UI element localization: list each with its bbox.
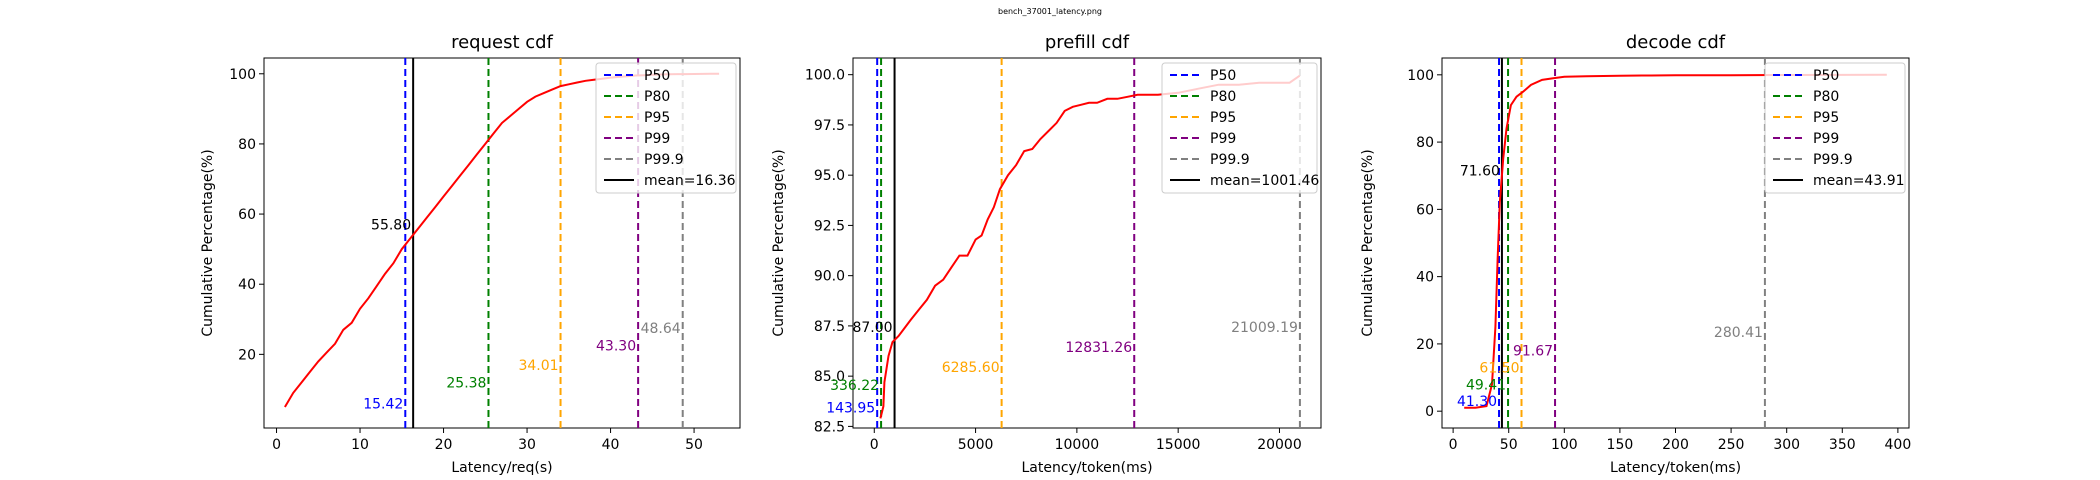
percentile-label-P80: 336.22 xyxy=(830,378,879,394)
legend-label: P99 xyxy=(1813,131,1839,147)
percentile-label-P99: 91.67 xyxy=(1513,344,1553,360)
chart-panel-2: decode cdf Latency/token(ms) Cumulative Pe… xyxy=(1360,32,1911,476)
x-tick-label: 0 xyxy=(870,437,879,453)
chart-title: request cdf xyxy=(451,32,553,53)
x-tick-label: 350 xyxy=(1829,437,1856,453)
percentile-label-P95: 34.01 xyxy=(518,358,558,374)
mean-value-label: 71.60 xyxy=(1460,164,1500,180)
x-tick-label: 250 xyxy=(1718,437,1745,453)
y-tick-label: 60 xyxy=(238,207,256,223)
percentile-label-P95: 61.50 xyxy=(1479,360,1519,376)
y-tick-label: 60 xyxy=(1416,202,1434,218)
percentile-label-P50: 143.95 xyxy=(826,400,875,416)
y-tick-label: 100 xyxy=(1407,68,1434,84)
percentile-label-P80: 25.38 xyxy=(446,375,486,391)
x-tick-label: 0 xyxy=(1449,437,1458,453)
x-tick-label: 10 xyxy=(351,437,369,453)
y-tick-label: 20 xyxy=(1416,337,1434,353)
legend-label: P99 xyxy=(644,131,670,147)
legend-label: P99.9 xyxy=(644,152,684,168)
legend-label: mean=43.91 xyxy=(1813,173,1905,189)
chart-panel-1: prefill cdf Latency/token(ms) Cumulative P… xyxy=(771,32,1322,476)
percentile-label-P50: 41.30 xyxy=(1457,394,1497,410)
y-tick-label: 100.0 xyxy=(805,68,845,84)
y-tick-label: 97.5 xyxy=(814,118,845,134)
mean-value-label: 87.00 xyxy=(852,320,892,336)
legend-label: P50 xyxy=(1210,68,1236,84)
cdf-line xyxy=(1464,73,1887,409)
y-tick-label: 87.5 xyxy=(814,319,845,335)
legend-label: P95 xyxy=(1813,110,1839,126)
x-tick-label: 0 xyxy=(272,437,281,453)
percentile-label-P80: 49.41 xyxy=(1466,377,1506,393)
y-axis-label: Cumulative Percentage(%) xyxy=(200,149,216,336)
percentile-label-P99-9: 280.41 xyxy=(1714,325,1763,341)
y-axis-label: Cumulative Percentage(%) xyxy=(771,149,787,336)
y-tick-label: 82.5 xyxy=(814,419,845,435)
x-tick-label: 400 xyxy=(1885,437,1912,453)
plot-marks xyxy=(1464,58,1887,428)
y-tick-label: 85.0 xyxy=(814,369,845,385)
legend-label: P50 xyxy=(644,68,670,84)
legend-label: P95 xyxy=(1210,110,1236,126)
legend-label: P80 xyxy=(1813,89,1839,105)
chart-title: decode cdf xyxy=(1626,32,1726,53)
x-tick-label: 300 xyxy=(1773,437,1800,453)
legend-label: P99.9 xyxy=(1813,152,1853,168)
legend-label: P80 xyxy=(1210,89,1236,105)
y-tick-label: 92.5 xyxy=(814,218,845,234)
percentile-label-P99: 12831.26 xyxy=(1065,340,1132,356)
x-tick-label: 5000 xyxy=(958,437,994,453)
legend-label: mean=16.36 xyxy=(644,173,736,189)
x-tick-label: 10000 xyxy=(1055,437,1100,453)
legend: P50 P80 P95 P99 P99.9 mean=1001.46 xyxy=(1161,62,1319,194)
y-tick-label: 100 xyxy=(229,67,256,83)
percentile-label-P99-9: 21009.19 xyxy=(1231,320,1298,336)
legend-label: P50 xyxy=(1813,68,1839,84)
mean-value-label: 55.80 xyxy=(371,218,411,234)
x-axis-label: Latency/req(s) xyxy=(451,460,552,476)
x-tick-label: 30 xyxy=(518,437,536,453)
y-tick-label: 90.0 xyxy=(814,269,845,285)
x-tick-label: 20000 xyxy=(1257,437,1302,453)
x-tick-label: 40 xyxy=(602,437,620,453)
y-tick-label: 0 xyxy=(1425,404,1434,420)
y-tick-label: 80 xyxy=(238,137,256,153)
legend-label: P95 xyxy=(644,110,670,126)
x-tick-label: 15000 xyxy=(1156,437,1201,453)
legend: P50 P80 P95 P99 P99.9 mean=16.36 xyxy=(595,62,737,194)
percentile-label-P99-9: 48.64 xyxy=(641,321,681,337)
legend-box xyxy=(1161,62,1318,194)
legend-label: P99 xyxy=(1210,131,1236,147)
x-tick-label: 20 xyxy=(435,437,453,453)
x-tick-label: 150 xyxy=(1607,437,1634,453)
y-tick-label: 40 xyxy=(238,277,256,293)
x-axis-label: Latency/token(ms) xyxy=(1610,460,1741,476)
percentile-label-P95: 6285.60 xyxy=(942,360,1000,376)
y-tick-label: 95.0 xyxy=(814,168,845,184)
x-tick-label: 50 xyxy=(1500,437,1518,453)
legend-label: P99.9 xyxy=(1210,152,1250,168)
chart-panel-0: request cdf Latency/req(s) Cumulative Perc… xyxy=(200,32,741,476)
y-tick-label: 80 xyxy=(1416,135,1434,151)
legend: P50 P80 P95 P99 P99.9 mean=43.91 xyxy=(1764,62,1906,194)
x-axis-label: Latency/token(ms) xyxy=(1021,460,1152,476)
x-tick-label: 200 xyxy=(1662,437,1689,453)
x-tick-label: 100 xyxy=(1551,437,1578,453)
x-tick-label: 50 xyxy=(685,437,703,453)
figure-suptitle: bench_37001_latency.png xyxy=(998,7,1102,16)
y-tick-label: 20 xyxy=(238,347,256,363)
chart-title: prefill cdf xyxy=(1045,32,1130,53)
percentile-label-P99: 43.30 xyxy=(596,339,636,355)
legend-label: mean=1001.46 xyxy=(1210,173,1319,189)
y-axis-label: Cumulative Percentage(%) xyxy=(1360,149,1376,336)
y-tick-label: 40 xyxy=(1416,270,1434,286)
percentile-label-P50: 15.42 xyxy=(363,396,403,412)
legend-label: P80 xyxy=(644,89,670,105)
